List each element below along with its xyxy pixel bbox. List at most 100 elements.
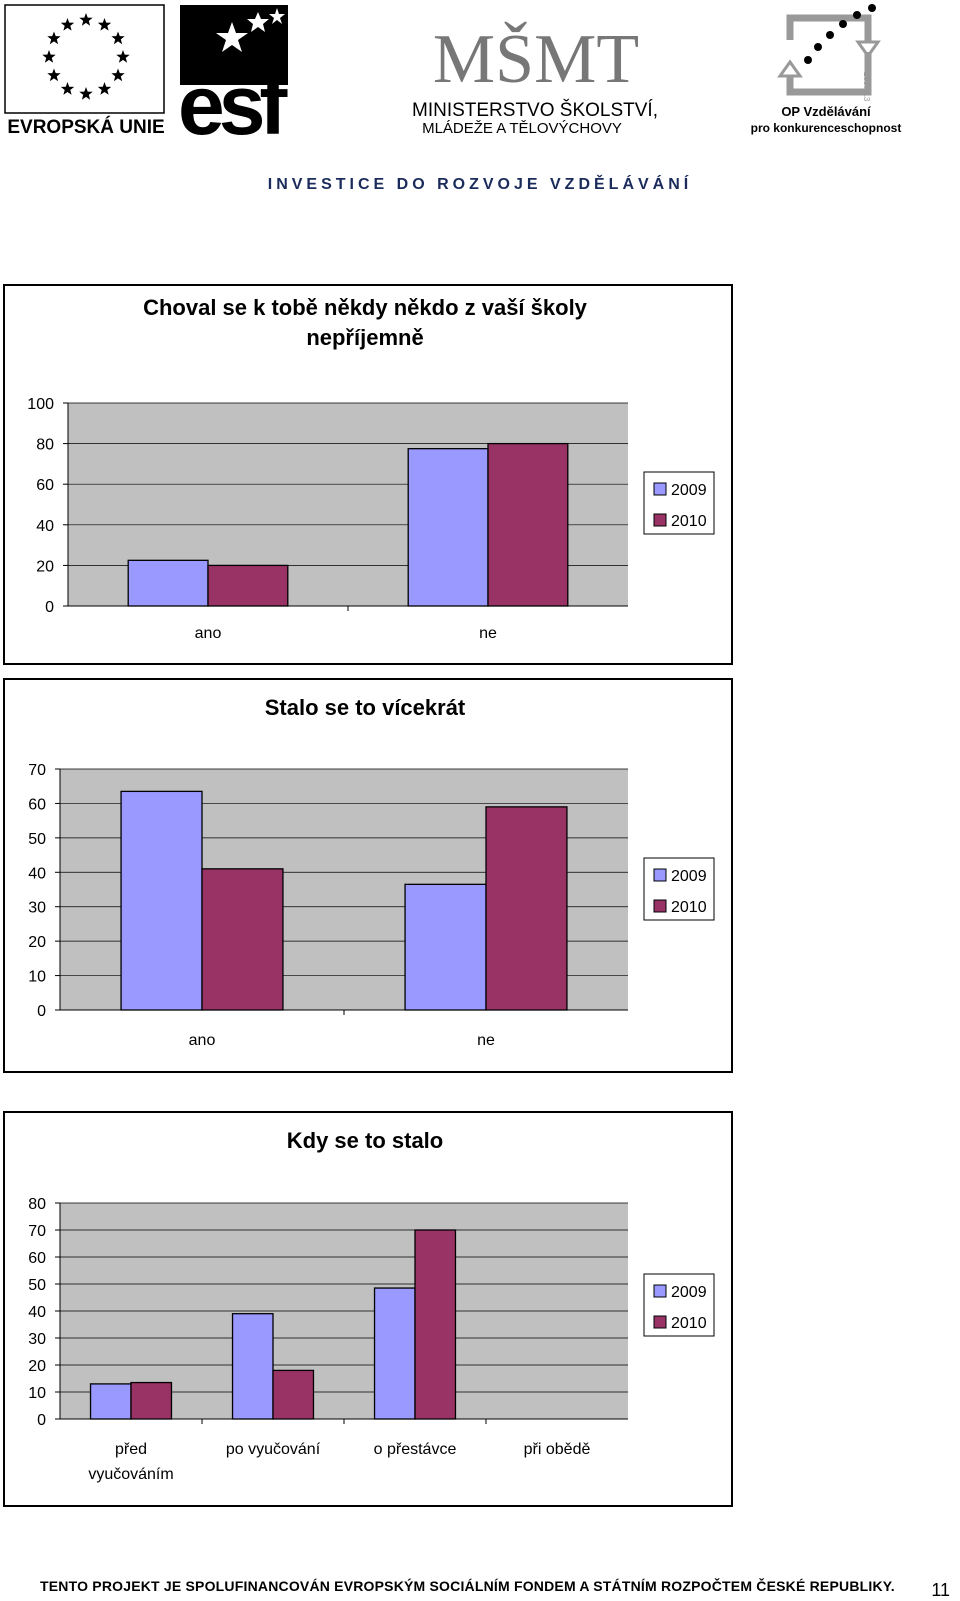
x-category-label: ne <box>479 625 497 642</box>
y-tick-label: 0 <box>37 1412 46 1429</box>
chart-box-3: Kdy se to stalo 0 10 20 30 40 50 60 70 80 před vyuč… <box>3 1111 733 1507</box>
y-tick-label: 0 <box>45 599 54 616</box>
legend-swatch-2010 <box>653 1315 667 1329</box>
chart-title: Stalo se to vícekrát <box>265 695 466 720</box>
y-tick-label: 40 <box>36 518 54 535</box>
esf-star-icon <box>247 12 269 32</box>
bar-2009-2 <box>404 883 487 1011</box>
y-tick-label: 30 <box>28 1331 46 1348</box>
footer-text: TENTO PROJEKT JE SPOLUFINANCOVÁN EVROPSK… <box>40 1578 895 1594</box>
y-tick-label: 70 <box>28 1223 46 1240</box>
x-category-label: vyučováním <box>88 1466 173 1483</box>
y-tick-label: 70 <box>28 762 46 779</box>
eu-star-icon <box>47 68 61 82</box>
legend-swatch-2009 <box>653 482 667 496</box>
bar-2010-2 <box>487 442 569 607</box>
chart-svg-3: Kdy se to stalo 0 10 20 30 40 50 60 70 80 před vyuč… <box>28 1128 715 1483</box>
eu-star-icon <box>111 31 125 45</box>
bar-2009-1 <box>89 1383 132 1420</box>
y-tick-label: 40 <box>28 865 46 882</box>
chart-title: Kdy se to stalo <box>287 1128 443 1153</box>
arrow-up-icon <box>777 59 803 78</box>
y-tick-label: 40 <box>28 1304 46 1321</box>
y-tick-label: 20 <box>36 558 54 575</box>
x-category-label: ano <box>195 625 222 642</box>
y-tick-label: 10 <box>28 969 46 986</box>
tagline: INVESTICE DO ROZVOJE VZDĚLÁVÁNÍ <box>267 176 693 193</box>
ministry-line1: MINISTERSTVO ŠKOLSTVÍ, <box>412 99 658 121</box>
op-logo: 2007-13 OP Vzdělávání pro konkurencescho… <box>751 4 901 135</box>
y-tick-label: 60 <box>28 1250 46 1267</box>
eu-star-icon <box>97 18 112 31</box>
chart-svg-1: Choval se k tobě někdy někdo z vaší škol… <box>27 295 715 642</box>
eu-logo: EVROPSKÁ UNIE <box>4 4 165 138</box>
esf-star-icon <box>216 22 248 52</box>
eu-star-icon <box>111 68 125 82</box>
y-tick-label: 100 <box>27 396 54 413</box>
arrow-down-icon <box>855 40 881 59</box>
y-tick-label: 60 <box>36 477 54 494</box>
x-category-label: po vyučování <box>226 1441 321 1458</box>
y-tick-label: 10 <box>28 1385 46 1402</box>
x-category-label: před <box>115 1441 147 1458</box>
x-category-label: při obědě <box>524 1441 591 1458</box>
esf-star-icon <box>269 8 285 24</box>
y-tick-label: 20 <box>28 934 46 951</box>
eu-star-icon <box>116 50 130 63</box>
eu-stars-icon <box>42 13 130 100</box>
esf-label: esf <box>178 58 288 150</box>
bar-2009-2 <box>231 1313 274 1420</box>
bar-2010-1 <box>207 564 289 607</box>
y-tick-label: 80 <box>28 1196 46 1213</box>
eu-star-icon <box>47 31 61 45</box>
esf-logo: esf <box>178 5 294 152</box>
legend-swatch-2009 <box>653 1284 667 1298</box>
msmt-logo: MŠMT MINISTERSTVO ŠKOLSTVÍ, MLÁDEŽE A TĚ… <box>412 21 658 137</box>
x-category-label: ano <box>189 1032 216 1049</box>
bar-2010-3 <box>414 1229 457 1420</box>
chart-title: nepříjemně <box>306 325 423 350</box>
y-tick-label: 50 <box>28 1277 46 1294</box>
chart-box-1: Choval se k tobě někdy někdo z vaší škol… <box>3 284 733 665</box>
ministry-line2: MLÁDEŽE A TĚLOVÝCHOVY <box>422 120 622 137</box>
legend <box>643 1273 715 1337</box>
bar-2010-2 <box>272 1369 315 1420</box>
y-tick-label: 60 <box>28 796 46 813</box>
y-tick-label: 30 <box>28 900 46 917</box>
op-badge: 2007-13 <box>862 72 871 102</box>
bar-2010-1 <box>201 868 284 1011</box>
x-category-label: o přestávce <box>374 1441 457 1458</box>
legend-swatch-2010 <box>653 899 667 913</box>
bar-2010-2 <box>485 806 568 1011</box>
eu-star-icon <box>79 87 93 100</box>
bar-2009-1 <box>120 790 203 1011</box>
y-tick-label: 50 <box>28 831 46 848</box>
page-number: 11 <box>931 1580 950 1600</box>
legend-label-2009: 2009 <box>671 1284 707 1301</box>
bar-2009-2 <box>407 448 489 607</box>
y-tick-label: 0 <box>37 1003 46 1020</box>
bar-2009-3 <box>373 1287 416 1420</box>
eu-star-icon <box>60 82 75 95</box>
legend-swatch-2009 <box>653 868 667 882</box>
eu-star-icon <box>79 13 93 26</box>
eu-label: EVROPSKÁ UNIE <box>7 116 164 138</box>
legend-swatch-2010 <box>653 513 667 527</box>
legend-label-2009: 2009 <box>671 868 707 885</box>
legend-label-2010: 2010 <box>671 1315 707 1332</box>
chart-box-2: Stalo se to vícekrát 0 10 20 30 40 50 60 70 ano ne… <box>3 678 733 1073</box>
eu-star-icon <box>60 18 75 31</box>
eu-star-icon <box>97 82 112 95</box>
msmt-monogram: MŠMT <box>433 21 639 98</box>
y-tick-label: 80 <box>36 437 54 454</box>
chart-svg-2: Stalo se to vícekrát 0 10 20 30 40 50 60 70 ano ne… <box>28 695 715 1049</box>
legend-label-2010: 2010 <box>671 513 707 530</box>
chart-title: Choval se k tobě někdy někdo z vaší škol… <box>143 295 588 320</box>
logo-header: EVROPSKÁ UNIE esf MŠMT MINISTERSTVO ŠKOL… <box>0 0 960 152</box>
legend-label-2009: 2009 <box>671 482 707 499</box>
x-category-label: ne <box>477 1032 495 1049</box>
y-tick-label: 20 <box>28 1358 46 1375</box>
bar-2010-1 <box>130 1381 173 1420</box>
op-line1: OP Vzdělávání <box>781 104 871 119</box>
legend-label-2010: 2010 <box>671 899 707 916</box>
